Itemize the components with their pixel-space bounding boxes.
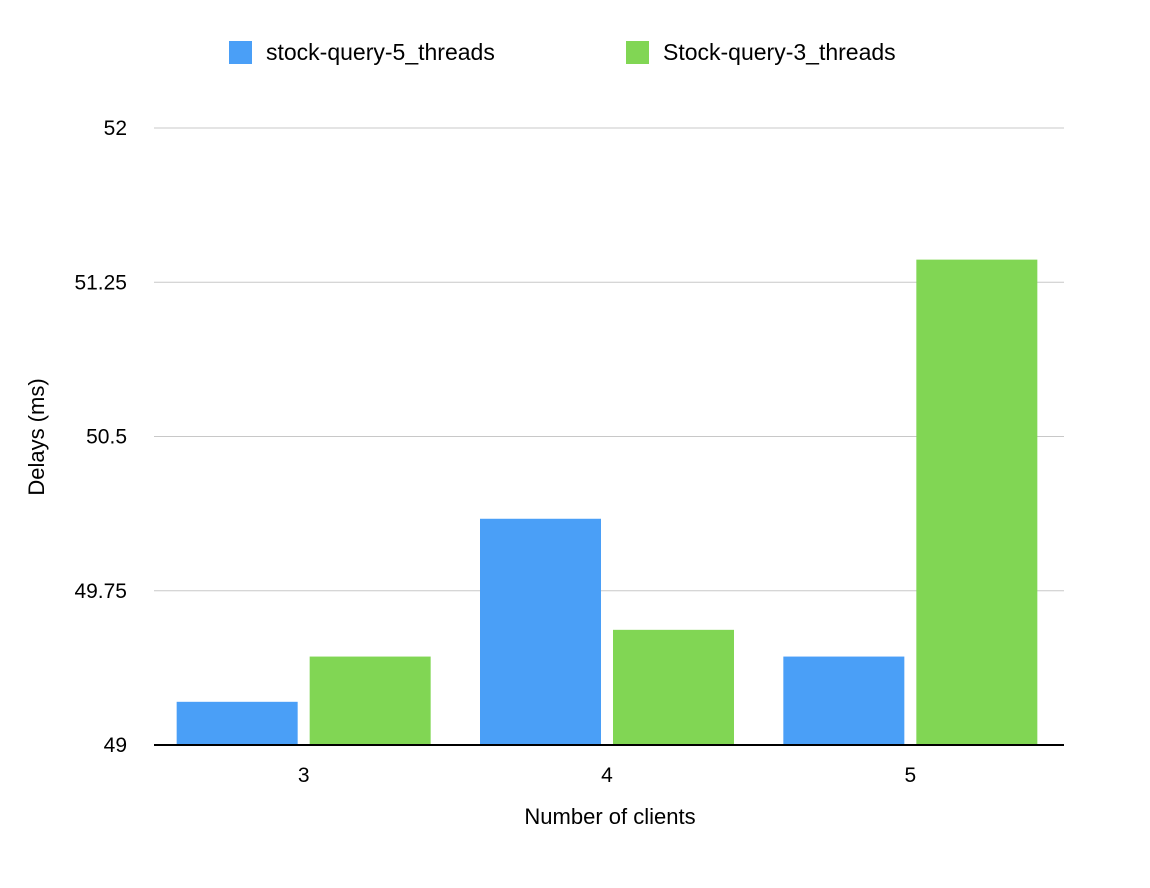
legend-swatch-series-2: [626, 40, 649, 64]
x-axis-title: Number of clients: [524, 804, 695, 829]
x-tick-label: 4: [601, 764, 613, 787]
y-tick-label: 49.75: [74, 580, 127, 603]
bars-layer: [176, 259, 1038, 745]
legend-swatch-series-1: [229, 40, 252, 64]
bar-series-2-category-5: [916, 259, 1038, 745]
legend-item-series-1: stock-query-5_threads: [229, 36, 495, 68]
y-tick-label: 50.5: [86, 426, 127, 449]
bar-series-1-category-4: [480, 518, 601, 745]
bar-series-1-category-3: [176, 701, 298, 745]
legend-label-series-2: Stock-query-3_threads: [663, 38, 896, 65]
y-tick-label: 49: [104, 734, 127, 757]
legend-item-series-2: Stock-query-3_threads: [626, 36, 896, 68]
bar-series-2-category-3: [309, 656, 431, 745]
y-tick-label: 52: [104, 117, 127, 140]
grid-layer: [154, 127, 1064, 592]
bar-series-2-category-4: [613, 629, 734, 745]
y-tick-label: 51.25: [74, 271, 127, 294]
y-axis-title: Delays (ms): [24, 378, 49, 495]
y-tick-labels: 49 49.75 50.5 51.25 52: [74, 117, 127, 757]
x-tick-labels: 3 4 5: [298, 764, 916, 787]
x-tick-label: 3: [298, 764, 310, 787]
legend-label-series-1: stock-query-5_threads: [266, 38, 495, 65]
x-tick-label: 5: [904, 764, 916, 787]
bar-series-1-category-5: [783, 656, 905, 745]
